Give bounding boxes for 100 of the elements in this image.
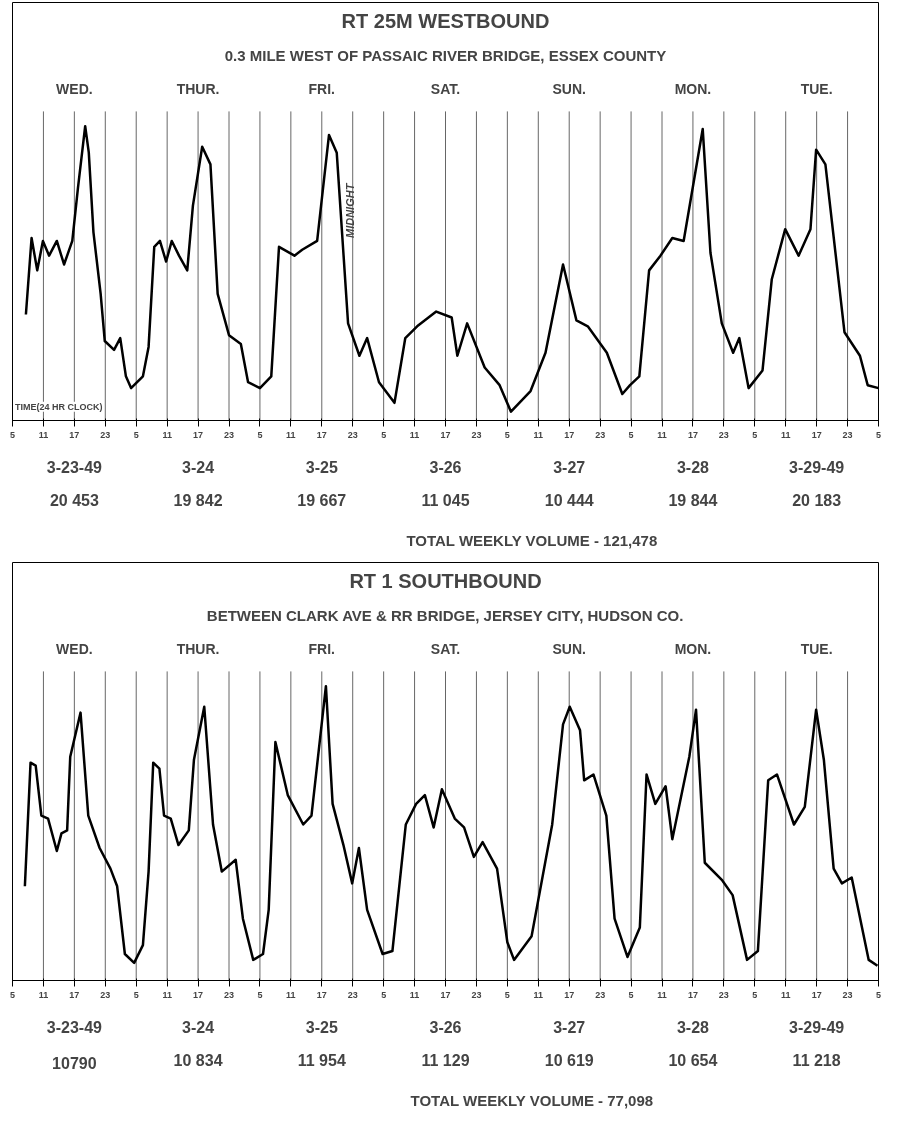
x-tick-label: 5 [504, 989, 510, 1000]
text: MON. [674, 640, 712, 657]
annotation: TIME(24 HR CLOCK) [14, 401, 103, 412]
x-tick-label: 5 [876, 989, 882, 1000]
x-tick-label: 17 [193, 989, 204, 1000]
x-tick-label: 5 [504, 429, 510, 440]
text: 10 654 [668, 1051, 718, 1069]
x-tick-label: 23 [223, 429, 235, 440]
text: SAT. [430, 80, 461, 97]
x-tick-label: 11 [286, 989, 296, 1000]
x-tick-label: 5 [876, 429, 882, 440]
text: THUR. [176, 80, 220, 97]
text: 3-29-49 [789, 458, 845, 476]
x-tick-label: 23 [842, 429, 853, 440]
x-tick-label: 23 [223, 989, 235, 1000]
x-tick-label: 11 [657, 429, 667, 440]
text: 3-23-49 [46, 458, 103, 476]
x-tick-label: 23 [347, 429, 358, 440]
text: 19 667 [297, 491, 347, 509]
x-tick-label: 5 [628, 429, 634, 440]
text: 3-29-49 [789, 1018, 845, 1036]
chart-subtitle: BETWEEN CLARK AVE & RR BRIDGE, JERSEY CITY, HUDSON CO. [206, 607, 684, 625]
text: 3-26 [429, 458, 462, 476]
x-tick-label: 11 [38, 989, 49, 1000]
x-tick-label: 23 [471, 429, 482, 440]
x-tick-label: 17 [316, 989, 327, 1000]
x-tick-label: 5 [381, 429, 387, 440]
x-tick-label: 11 [657, 989, 667, 1000]
x-tick-label: 17 [440, 429, 451, 440]
x-tick-label: 23 [100, 989, 111, 1000]
annotation: MIDNIGHT [344, 182, 357, 238]
x-tick-label: 17 [316, 429, 327, 440]
x-tick-label: 23 [718, 429, 729, 440]
x-tick-label: 23 [471, 989, 482, 1000]
chart-subtitle: 0.3 MILE WEST OF PASSAIC RIVER BRIDGE, ESSEX COUNTY [224, 47, 667, 65]
x-tick-label: 23 [595, 989, 606, 1000]
text: 3-28 [676, 1018, 710, 1036]
text: 3-26 [429, 1018, 462, 1036]
text: 10 619 [544, 1051, 594, 1069]
x-tick-label: 11 [409, 429, 420, 440]
text: 3-27 [553, 1018, 586, 1036]
text: 11 129 [421, 1051, 470, 1069]
x-tick-label: 11 [162, 989, 172, 1000]
text: TUE. [800, 640, 833, 657]
x-tick-label: 17 [687, 989, 698, 1000]
chart-title: RT 1 SOUTHBOUND [349, 569, 542, 592]
x-tick-label: 5 [257, 429, 263, 440]
x-tick-label: 17 [811, 429, 822, 440]
text: 10 834 [173, 1051, 223, 1069]
text: 3-25 [305, 1018, 338, 1036]
text: TOTAL WEEKLY VOLUME - 121,478 [406, 531, 658, 549]
text: 3-27 [553, 458, 586, 476]
text: SAT. [430, 640, 461, 657]
x-tick-label: 5 [752, 429, 758, 440]
text: 3-25 [305, 458, 338, 476]
x-tick-label: 23 [842, 989, 853, 1000]
x-tick-label: 23 [718, 989, 729, 1000]
text: 3-24 [182, 458, 215, 476]
text: TOTAL WEEKLY VOLUME - 77,098 [410, 1091, 654, 1109]
text: 10 444 [544, 491, 594, 509]
text: SUN. [552, 640, 586, 657]
x-tick-label: 17 [687, 429, 698, 440]
x-tick-label: 17 [69, 989, 80, 1000]
text: 20 453 [49, 491, 99, 509]
text: 10790 [52, 1054, 97, 1072]
text: THUR. [176, 640, 220, 657]
x-tick-label: 11 [409, 989, 420, 1000]
x-tick-label: 17 [193, 429, 204, 440]
x-tick-label: 5 [752, 989, 758, 1000]
x-tick-label: 5 [381, 989, 387, 1000]
x-tick-label: 17 [811, 989, 822, 1000]
x-tick-label: 23 [595, 429, 606, 440]
text: 19 844 [668, 491, 718, 509]
x-tick-label: 17 [69, 429, 80, 440]
text: 11 218 [792, 1051, 841, 1069]
text: FRI. [308, 640, 336, 657]
x-tick-label: 11 [780, 429, 791, 440]
text: 19 842 [173, 491, 223, 509]
text: 3-28 [676, 458, 710, 476]
x-tick-label: 23 [100, 429, 111, 440]
x-tick-label: 5 [628, 989, 634, 1000]
x-tick-label: 11 [780, 989, 791, 1000]
text: 3-24 [182, 1018, 215, 1036]
text: TUE. [800, 80, 833, 97]
x-tick-label: 11 [162, 429, 172, 440]
x-tick-label: 11 [286, 429, 296, 440]
x-tick-label: 17 [440, 989, 451, 1000]
x-tick-label: 5 [10, 989, 16, 1000]
x-tick-label: 5 [257, 989, 263, 1000]
text: 11 954 [297, 1051, 346, 1069]
text: SUN. [552, 80, 586, 97]
x-tick-label: 11 [38, 429, 49, 440]
x-tick-label: 17 [564, 989, 575, 1000]
x-tick-label: 23 [347, 989, 358, 1000]
x-tick-label: 17 [564, 429, 575, 440]
text: WED. [56, 80, 93, 97]
text: WED. [56, 640, 93, 657]
chart-title: RT 25M WESTBOUND [341, 9, 550, 32]
x-tick-label: 11 [533, 989, 544, 1000]
x-tick-label: 11 [533, 429, 544, 440]
